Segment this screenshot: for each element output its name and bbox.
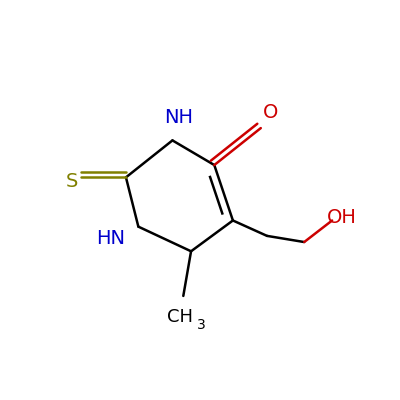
Text: S: S xyxy=(66,172,78,192)
Text: O: O xyxy=(262,103,278,122)
Text: 3: 3 xyxy=(197,318,206,332)
Text: HN: HN xyxy=(96,230,125,248)
Text: NH: NH xyxy=(164,108,193,127)
Text: CH: CH xyxy=(167,308,193,326)
Text: OH: OH xyxy=(326,208,356,227)
